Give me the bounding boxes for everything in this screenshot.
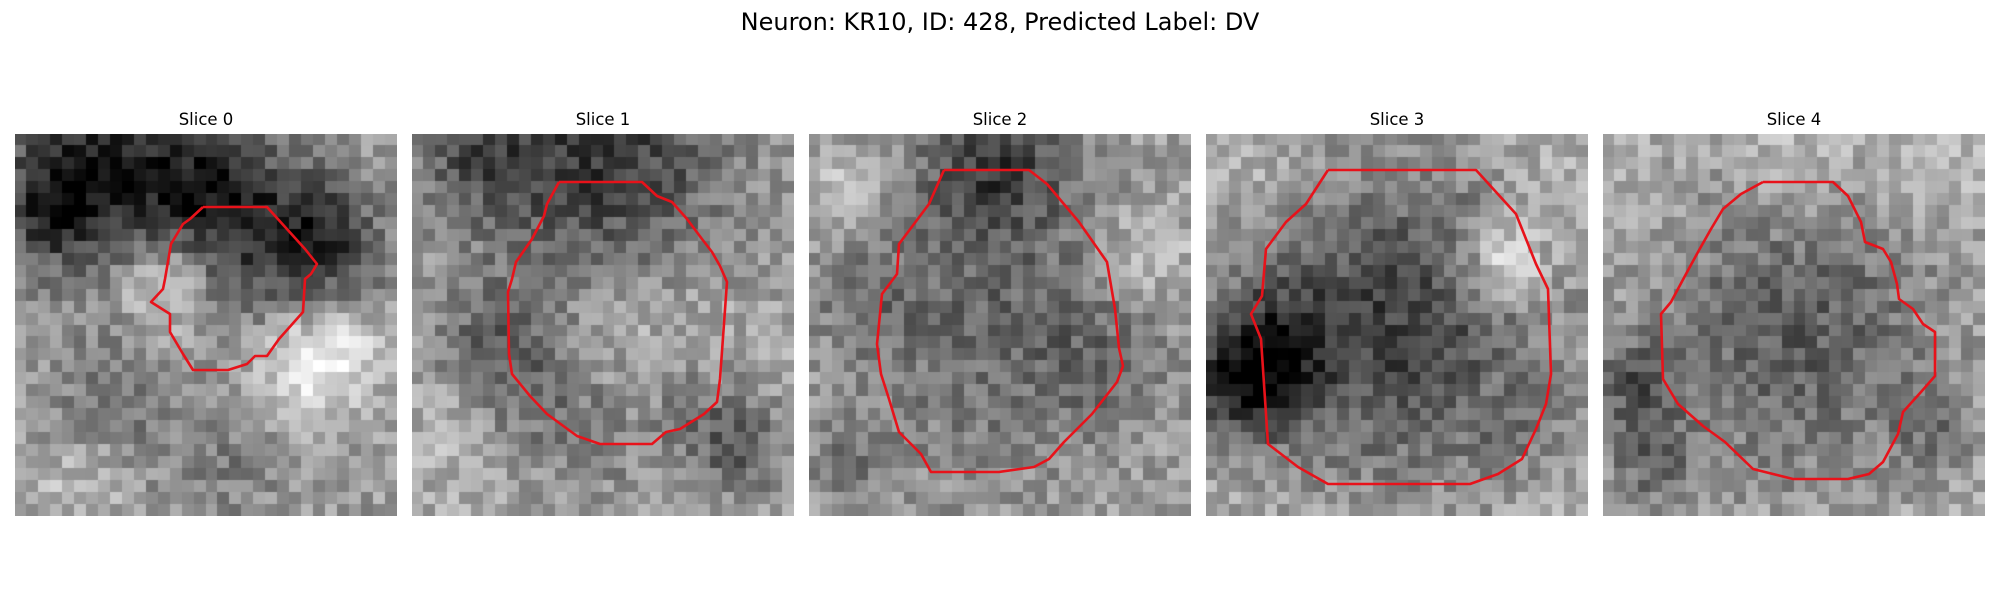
slice-panel-0: Slice 0 (15, 108, 397, 516)
slice-panel-2: Slice 2 (809, 108, 1191, 516)
slice-title-0: Slice 0 (178, 110, 234, 129)
cell-contour-3 (1249, 168, 1553, 486)
slice-panel-3: Slice 3 (1206, 108, 1588, 516)
slice-panel-1: Slice 1 (412, 108, 794, 516)
slice-title-2: Slice 2 (972, 110, 1028, 129)
cell-contour-0 (149, 205, 319, 372)
slice-panel-4: Slice 4 (1603, 108, 1985, 516)
cell-contour-1 (506, 180, 729, 446)
slice-image-4 (1603, 134, 1985, 516)
figure-title: Neuron: KR10, ID: 428, Predicted Label: … (740, 8, 1260, 36)
slice-image-1 (412, 134, 794, 516)
slice-title-3: Slice 3 (1369, 110, 1425, 129)
slice-image-0 (15, 134, 397, 516)
cell-contour-4 (1659, 180, 1937, 481)
slice-title-1: Slice 1 (575, 110, 631, 129)
slice-image-2 (809, 134, 1191, 516)
slice-title-4: Slice 4 (1766, 110, 1822, 129)
cell-contour-2 (875, 168, 1125, 474)
